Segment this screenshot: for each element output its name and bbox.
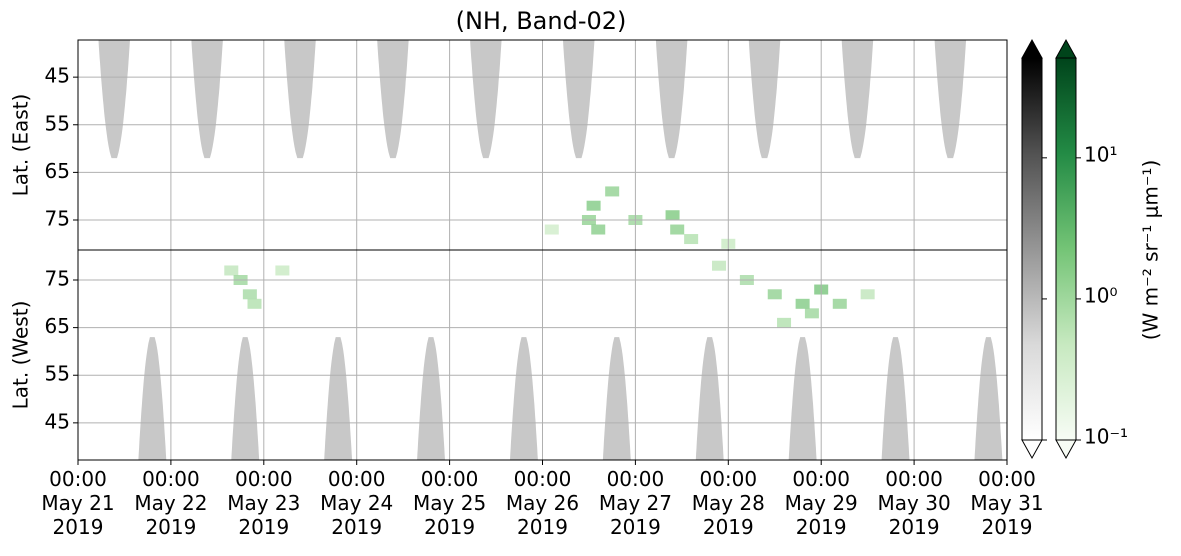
y-tick-label: 45 <box>45 64 70 88</box>
colorbar <box>1021 57 1043 441</box>
heat-cell <box>777 317 792 328</box>
mask-region <box>284 40 316 159</box>
heat-cell <box>242 289 257 300</box>
y-tick-label: 65 <box>45 314 70 338</box>
y-axis-label: Lat. (East) <box>9 94 33 197</box>
y-tick-label: 55 <box>45 111 70 135</box>
heat-cell <box>684 234 699 245</box>
x-tick-label: 00:00 May 31 2019 <box>970 467 1044 539</box>
heat-cell <box>712 260 727 271</box>
y-tick-label: 75 <box>45 267 70 291</box>
x-tick-label: 00:00 May 30 2019 <box>877 467 951 539</box>
heat-cell <box>804 308 819 319</box>
mask-region <box>231 337 260 460</box>
heat-cell <box>247 298 262 309</box>
heat-cell <box>832 298 847 309</box>
mask-region <box>934 40 967 159</box>
heat-cell <box>224 265 239 276</box>
mask-region <box>417 337 445 460</box>
mask-region <box>563 40 595 159</box>
heat-cell <box>767 289 782 300</box>
heat-cell <box>586 200 601 211</box>
heat-cell <box>544 224 559 235</box>
mask-region <box>695 337 724 460</box>
mask-region <box>191 40 223 159</box>
x-tick-label: 00:00 May 25 2019 <box>413 467 487 539</box>
mask-region <box>324 337 353 460</box>
x-tick-label: 00:00 May 29 2019 <box>784 467 858 539</box>
mask-region <box>881 337 910 460</box>
heat-cell <box>670 224 685 235</box>
heat-cell <box>605 186 620 197</box>
x-tick-label: 00:00 May 24 2019 <box>320 467 394 539</box>
x-tick-label: 00:00 May 21 2019 <box>41 467 115 539</box>
mask-region <box>788 337 817 460</box>
mask-region <box>138 337 167 460</box>
heat-cell <box>795 298 810 309</box>
chart-title: (NH, Band-02) <box>456 7 627 35</box>
mask-region <box>98 40 130 159</box>
mask-region <box>974 337 1003 460</box>
x-tick-label: 00:00 May 26 2019 <box>505 467 580 539</box>
mask-region <box>748 40 781 159</box>
heat-cell <box>860 289 875 300</box>
colorbar-tick-label: 10⁰ <box>1084 283 1117 307</box>
mask-region <box>377 40 409 159</box>
y-tick-label: 75 <box>45 207 70 231</box>
colorbar-extend-min <box>1021 439 1043 460</box>
mask-region <box>602 337 631 460</box>
x-tick-label: 00:00 May 22 2019 <box>134 467 208 539</box>
y-tick-label: 55 <box>45 362 70 386</box>
colorbar-extend-max <box>1055 38 1077 59</box>
mask-region <box>470 40 502 159</box>
mask-region <box>655 40 688 159</box>
x-tick-label: 00:00 May 28 2019 <box>691 467 765 539</box>
mask-region <box>841 40 874 159</box>
colorbar-tick-label: 10¹ <box>1084 142 1117 166</box>
x-tick-label: 00:00 May 23 2019 <box>227 467 301 539</box>
x-tick-label: 00:00 May 27 2019 <box>598 467 672 539</box>
y-tick-label: 65 <box>45 159 70 183</box>
heat-cell <box>665 210 680 221</box>
colorbar <box>1055 57 1077 441</box>
colorbar-tick-label: 10⁻¹ <box>1084 425 1128 449</box>
y-axis-label: Lat. (West) <box>9 301 33 410</box>
heat-cell <box>591 224 606 235</box>
y-tick-label: 45 <box>45 409 70 433</box>
colorbar-extend-max <box>1021 38 1043 59</box>
colorbar-extend-min <box>1055 439 1077 460</box>
heat-cell <box>275 265 290 276</box>
mask-region <box>510 337 538 460</box>
colorbar-label: (W m⁻² sr⁻¹ μm⁻¹) <box>1139 160 1163 341</box>
